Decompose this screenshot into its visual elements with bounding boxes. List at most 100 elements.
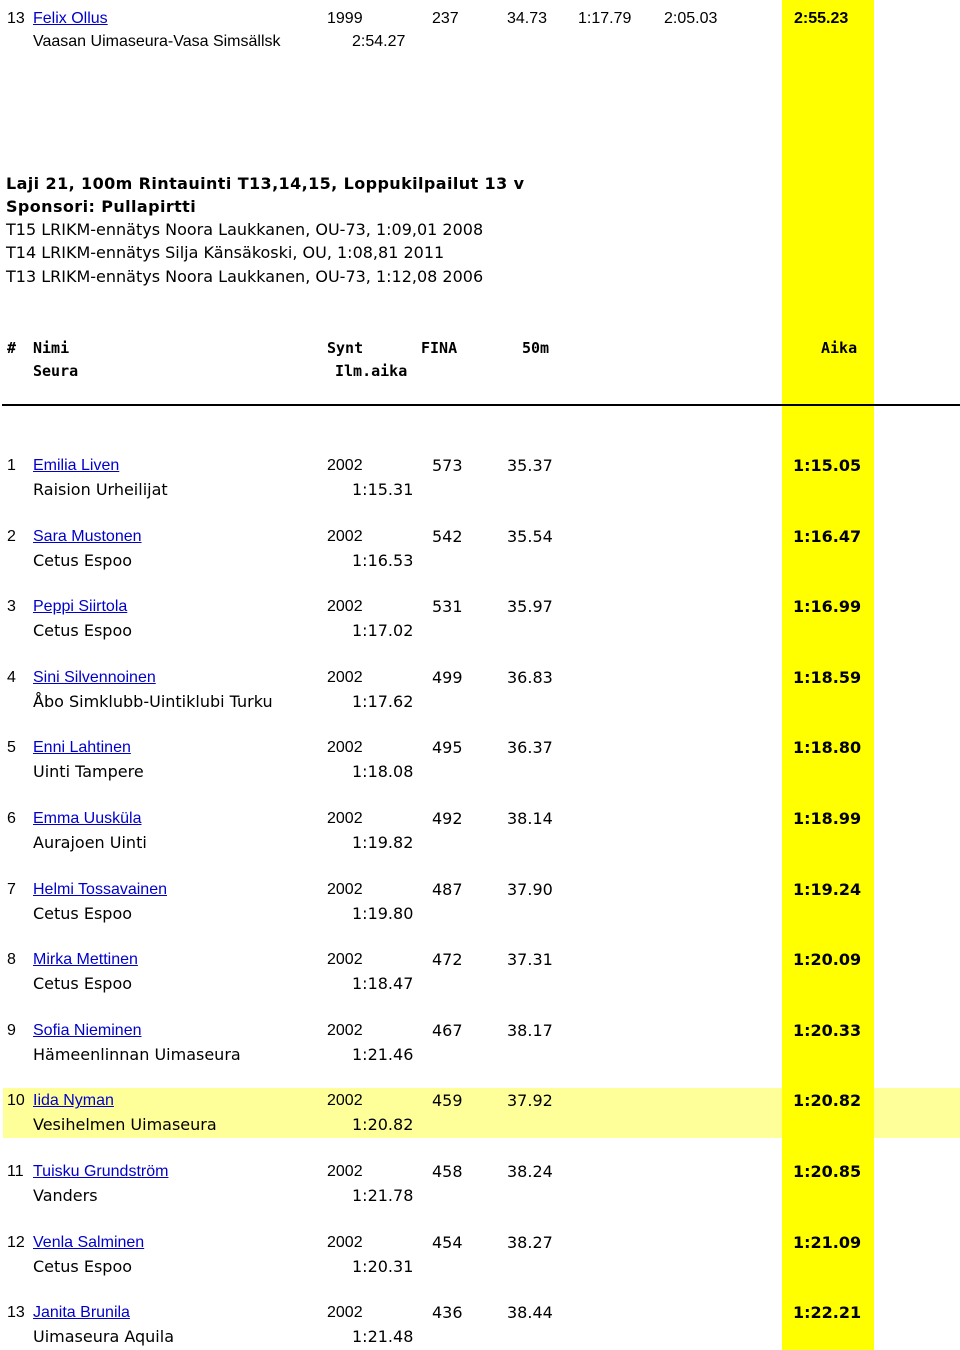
result-year: 2002 [327,810,363,827]
result-fina: 454 [432,1232,463,1252]
result-time: 1:20.09 [793,950,862,970]
result-split: 37.92 [507,1091,553,1111]
header-divider [2,404,960,406]
result-time: 1:21.09 [793,1232,862,1252]
result-year: 2002 [327,1021,363,1039]
result-club: Cetus Espoo [33,974,133,994]
result-fina: 436 [432,1303,463,1323]
result-entry-time: 1:20.82 [352,1115,414,1135]
header-entry-time: Ilm.aika [335,362,408,380]
result-place: 9 [7,1021,16,1039]
result-club: Åbo Simklubb-Uintiklubi Turku [33,691,273,711]
top-entry-club: Vaasan Uimaseura-Vasa Simsällsk [33,33,281,50]
result-split: 38.27 [507,1232,553,1252]
result-place: 3 [7,598,16,616]
result-year: 2002 [327,668,363,686]
result-fina: 492 [432,809,463,828]
result-club: Uimaseura Aquila [33,1327,174,1347]
record-t13: T13 LRIKM-ennätys Noora Laukkanen, OU-73… [6,267,484,286]
result-fina: 467 [432,1020,463,1040]
result-fina: 472 [432,950,463,970]
result-split: 38.24 [507,1162,553,1181]
top-entry-split-100: 1:17.79 [578,10,632,27]
result-place: 4 [7,668,16,686]
result-club: Vanders [33,1186,98,1205]
result-time: 1:16.47 [793,526,862,546]
result-fina: 458 [432,1162,463,1181]
result-split: 35.54 [507,526,553,546]
result-year: 2002 [327,527,363,545]
header-split: 50m [522,339,550,357]
result-place: 10 [7,1092,25,1110]
top-entry-name-link[interactable]: Felix Ollus [33,10,108,27]
result-fina: 495 [432,738,463,758]
top-entry-entry-time: 2:54.27 [352,33,406,50]
result-split: 37.31 [507,950,553,970]
result-name-link[interactable]: Helmi Tossavainen [33,880,167,898]
result-year: 2002 [327,951,363,969]
result-name-link[interactable]: Iida Nyman [33,1092,114,1110]
event-sponsor: Sponsori: Pullapirtti [6,197,197,216]
result-split: 37.90 [507,879,553,899]
result-split: 35.97 [507,597,553,617]
result-entry-time: 1:20.31 [352,1256,414,1276]
result-year: 2002 [327,1304,363,1322]
record-t14: T14 LRIKM-ennätys Silja Känsäkoski, OU, … [6,243,445,262]
result-time: 1:16.99 [793,597,862,617]
result-name-link[interactable]: Sini Silvennoinen [33,668,156,686]
result-split: 35.37 [507,456,553,475]
result-name-link[interactable]: Sofia Nieminen [33,1021,142,1039]
result-time: 1:20.85 [793,1162,862,1181]
result-year: 2002 [327,1163,363,1180]
result-entry-time: 1:18.08 [352,762,414,782]
result-year: 2002 [327,598,363,616]
result-entry-time: 1:16.53 [352,550,414,570]
result-time: 1:22.21 [793,1303,862,1323]
result-split: 36.83 [507,667,553,687]
result-entry-time: 1:17.62 [352,691,414,711]
result-fina: 459 [432,1091,463,1111]
result-name-link[interactable]: Enni Lahtinen [33,739,131,757]
result-name-link[interactable]: Mirka Mettinen [33,951,138,969]
result-name-link[interactable]: Emilia Liven [33,457,120,474]
result-name-link[interactable]: Emma Uusküla [33,810,142,827]
result-time: 1:18.99 [793,809,862,828]
result-entry-time: 1:17.02 [352,621,414,641]
result-entry-time: 1:21.78 [352,1186,414,1205]
result-time: 1:19.24 [793,879,862,899]
result-name-link[interactable]: Peppi Siirtola [33,598,128,616]
result-name-link[interactable]: Venla Salminen [33,1233,145,1251]
result-club: Cetus Espoo [33,1256,133,1276]
result-time: 1:18.59 [793,667,862,687]
result-time: 1:20.33 [793,1020,862,1040]
header-year: Synt [327,339,364,357]
event-title: Laji 21, 100m Rintauinti T13,14,15, Lopp… [6,174,525,193]
result-club: Vesihelmen Uimaseura [33,1115,217,1135]
result-name-link[interactable]: Sara Mustonen [33,527,142,545]
result-entry-time: 1:19.80 [352,903,414,923]
result-name-link[interactable]: Tuisku Grundström [33,1163,169,1180]
result-place: 13 [7,1304,25,1322]
result-place: 6 [7,810,16,827]
result-entry-time: 1:21.48 [352,1327,414,1347]
result-club: Aurajoen Uinti [33,833,147,852]
result-club: Hämeenlinnan Uimaseura [33,1044,241,1064]
result-year: 2002 [327,1233,363,1251]
result-split: 38.17 [507,1020,553,1040]
highlighted-row-time-cell [782,1088,874,1138]
result-split: 38.14 [507,809,553,828]
result-club: Cetus Espoo [33,903,133,923]
result-entry-time: 1:18.47 [352,974,414,994]
result-place: 12 [7,1233,25,1251]
result-fina: 531 [432,597,463,617]
top-entry-split-50: 34.73 [507,10,548,27]
top-entry-place: 13 [7,10,25,27]
result-name-link[interactable]: Janita Brunila [33,1304,130,1322]
result-split: 38.44 [507,1303,553,1323]
result-place: 2 [7,527,16,545]
result-entry-time: 1:19.82 [352,833,414,852]
record-t15: T15 LRIKM-ennätys Noora Laukkanen, OU-73… [6,220,484,239]
result-year: 2002 [327,1092,363,1110]
result-split: 36.37 [507,738,553,758]
header-place: # [7,339,17,357]
